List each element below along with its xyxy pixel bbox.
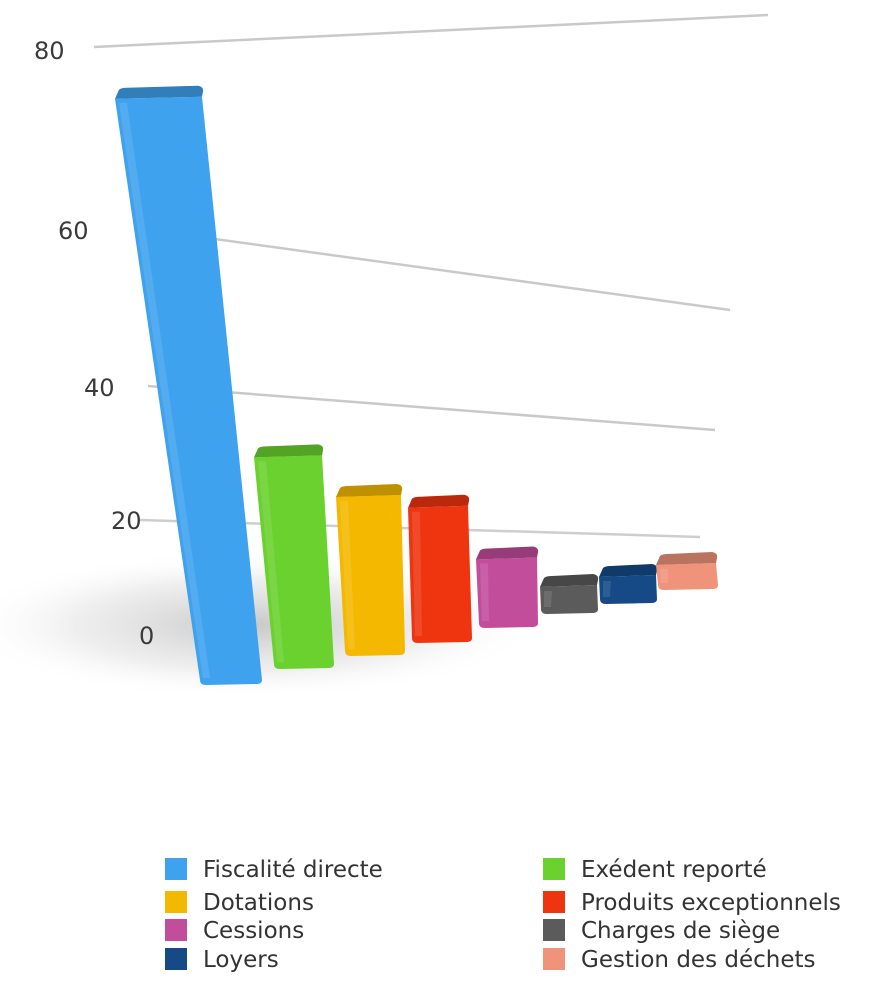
legend-label: Fiscalité directe xyxy=(203,857,383,883)
bar-highlight xyxy=(660,569,668,583)
legend-label: Produits exceptionnels xyxy=(581,890,841,916)
legend-swatch xyxy=(165,948,187,970)
bar-front xyxy=(408,505,472,643)
bar-highlight xyxy=(544,591,552,607)
y-tick-label: 40 xyxy=(84,374,115,402)
legend-swatch xyxy=(165,858,187,880)
legend-item: Produits exceptionnels xyxy=(543,890,841,916)
legend-swatch xyxy=(543,891,565,913)
y-tick-label: 0 xyxy=(139,622,154,650)
bar-highlight xyxy=(603,581,611,597)
legend-swatch xyxy=(543,948,565,970)
legend-swatch xyxy=(543,919,565,941)
legend-label: Loyers xyxy=(203,947,279,973)
legend-swatch xyxy=(543,858,565,880)
gridline xyxy=(147,384,716,432)
bar xyxy=(336,484,405,656)
bar-top xyxy=(408,494,470,508)
bar-highlight xyxy=(119,102,210,679)
legend-item: Exédent reporté xyxy=(543,857,767,883)
legend-label: Charges de siège xyxy=(581,918,780,944)
bars xyxy=(115,85,718,686)
legend-swatch xyxy=(165,919,187,941)
legend-swatch xyxy=(165,891,187,913)
bar xyxy=(476,546,539,628)
bar-top xyxy=(254,444,324,458)
bar xyxy=(540,574,599,614)
bar xyxy=(408,494,472,643)
legend-item: Fiscalité directe xyxy=(165,857,383,883)
floor-shadow xyxy=(0,550,540,700)
bar-front xyxy=(476,557,538,628)
y-tick-label: 20 xyxy=(111,507,142,535)
legend-item: Cessions xyxy=(165,918,304,944)
y-axis-ticks: 0 20 40 60 80 xyxy=(34,37,154,650)
legend-item: Dotations xyxy=(165,890,314,916)
bar-highlight xyxy=(480,563,489,621)
bar-top xyxy=(656,552,718,565)
legend-item: Loyers xyxy=(165,947,279,973)
bar xyxy=(115,85,262,686)
y-tick-label: 80 xyxy=(34,37,65,65)
gridline xyxy=(134,226,731,312)
bar-front xyxy=(599,575,657,604)
bar xyxy=(254,444,334,669)
bar-front xyxy=(540,585,598,614)
bar-front xyxy=(115,96,262,686)
legend-item: Gestion des déchets xyxy=(543,947,816,973)
bar-top xyxy=(115,85,204,99)
bar-front xyxy=(656,563,718,590)
bar-highlight xyxy=(412,511,422,636)
chart-floor-shadow xyxy=(0,550,540,700)
gridline xyxy=(93,13,769,49)
y-tick-label: 60 xyxy=(58,217,89,245)
bar-top xyxy=(540,574,599,587)
bar-top xyxy=(476,546,539,560)
legend-label: Gestion des déchets xyxy=(581,947,816,973)
bar xyxy=(656,552,718,590)
legend-label: Exédent reporté xyxy=(581,857,767,883)
legend-item: Charges de siège xyxy=(543,918,780,944)
bar-highlight xyxy=(258,461,284,662)
bar-top xyxy=(336,484,403,497)
legend: Fiscalité directe Exédent reporté Dotation… xyxy=(165,857,841,973)
bar xyxy=(599,564,658,604)
legend-label: Dotations xyxy=(203,890,314,916)
bar-highlight xyxy=(340,501,355,649)
legend-label: Cessions xyxy=(203,918,304,944)
bar-top xyxy=(599,564,658,577)
